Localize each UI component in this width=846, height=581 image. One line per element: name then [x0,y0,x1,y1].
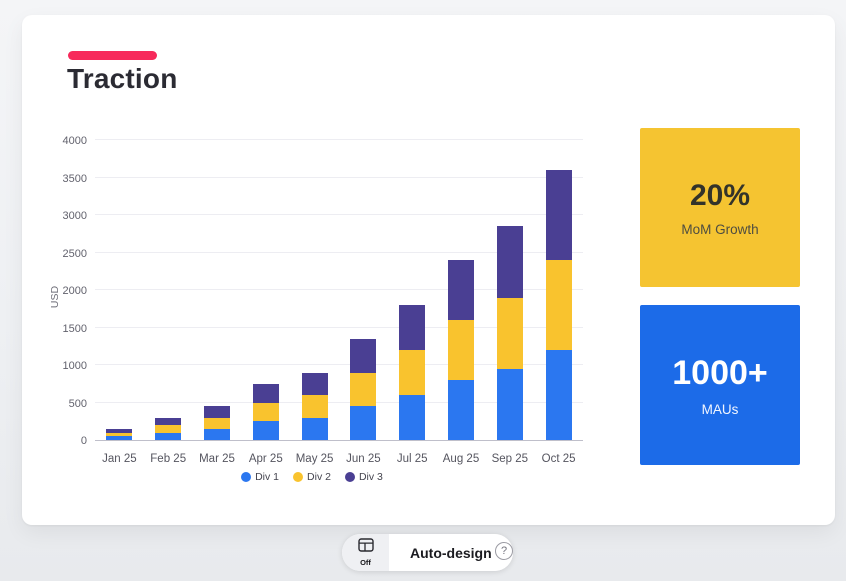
legend-item: Div 2 [293,471,331,483]
legend-item: Div 1 [241,471,279,483]
x-tick-label: Jun 25 [346,453,381,465]
grid-line [95,139,583,140]
bar-segment-div-1 [301,417,328,440]
bar-feb-25 [144,141,193,440]
legend-label: Div 2 [307,471,331,483]
bar-mar-25 [193,141,242,440]
y-tick-label: 0 [80,435,87,447]
x-tick-label: Jan 25 [102,453,137,465]
bar-segment-div-1 [447,380,474,440]
bar-segment-div-1 [155,432,182,440]
bar-segment-div-2 [203,417,230,429]
bar-segment-div-3 [106,428,133,433]
bar-segment-div-1 [106,436,133,440]
bar-segment-div-3 [447,260,474,320]
title-accent-bar[interactable] [68,51,157,60]
bar-segment-div-2 [106,432,133,437]
bar-segment-div-1 [399,395,426,440]
bar-segment-div-2 [545,260,572,350]
y-tick-label: 3000 [62,210,87,222]
stat-value: 20% [689,178,751,212]
page-title[interactable]: Traction [67,63,178,94]
y-tick-label: 3500 [62,172,87,185]
x-tick-label: Jul 25 [396,453,428,465]
bar-segment-div-1 [350,406,377,440]
question-mark-icon: ? [500,545,508,557]
stat-value: 1000+ [672,353,768,392]
bar-segment-div-2 [252,402,279,422]
x-tick-label: Sep 25 [491,453,529,465]
bar-segment-div-1 [203,428,230,440]
x-tick-label: Mar 25 [199,453,235,465]
legend-item: Div 3 [344,471,383,483]
bar-jun-25 [339,141,388,440]
bar-segment-div-3 [203,406,230,418]
bar-apr-25 [241,141,290,440]
bar-segment-div-2 [447,320,474,380]
bar-segment-div-2 [350,372,377,407]
help-button[interactable]: ? [495,542,513,560]
legend-swatch [241,472,252,482]
bar-segment-div-2 [496,297,523,369]
bar-segment-div-1 [545,350,572,440]
grid-line [95,176,583,178]
bar-sep-25 [485,141,534,440]
auto-design-off-toggle[interactable]: Off [342,534,389,571]
x-tick-label: May 25 [295,453,334,465]
chart-legend: Div 1 Div 2 Div 3 [32,471,592,483]
x-tick-label: Aug 25 [442,453,480,465]
grid-line [95,251,583,253]
stat-card-growth[interactable]: 20% MoM Growth [640,128,800,287]
auto-design-button[interactable]: Auto-design [389,534,513,571]
legend-label: Div 3 [358,471,383,483]
bar-segment-div-2 [301,395,328,418]
bar-segment-div-2 [155,425,182,433]
bar-segment-div-2 [399,350,426,395]
x-tick-label: Feb 25 [150,453,187,465]
bar-segment-div-3 [350,338,377,373]
y-tick-label: 4000 [62,135,87,147]
bar-segment-div-3 [301,372,328,395]
y-tick-label: 500 [68,397,87,410]
y-tick-label: 1000 [62,360,87,372]
grid-line [95,364,583,365]
legend-swatch [344,472,355,482]
bar-jan-25 [95,141,144,440]
stat-label: MAUs [701,401,739,417]
y-tick-label: 2000 [62,285,87,297]
y-axis-ticks: 0 500 1000 1500 2000 2500 3000 3500 4000 [22,135,87,447]
bar-aug-25 [437,141,486,440]
traction-chart[interactable]: USD 0 500 1000 1500 2000 2500 3000 3500 4000 Jan… [22,125,622,505]
stat-card-maus[interactable]: 1000+ MAUs [640,305,800,465]
bar-segment-div-3 [155,417,182,425]
x-tick-label: Apr 25 [248,453,283,465]
grid-line [95,326,583,328]
bar-segment-div-3 [496,226,523,298]
bar-segment-div-3 [545,170,572,260]
legend-swatch [293,472,304,482]
x-tick-label: Oct 25 [541,453,576,465]
x-axis-labels: Jan 25 Feb 25 Mar 25 Apr 25 May 25 Jun 25 Jul … [95,453,583,469]
chart-plot [95,139,583,441]
toggle-state-label: Off [360,558,371,567]
legend-label: Div 1 [255,471,280,483]
bar-segment-div-1 [252,421,279,440]
bar-oct-25 [534,141,583,440]
grid-line [95,214,583,215]
bar-may-25 [290,141,339,440]
auto-design-toggle[interactable]: Off Auto-design [342,534,513,571]
y-tick-label: 2500 [62,247,87,260]
grid-line [95,289,583,290]
slide-canvas[interactable]: Traction USD 0 500 1000 1500 2000 2500 3000 350… [22,15,835,525]
bar-jul-25 [388,141,437,440]
bar-segment-div-1 [496,368,523,440]
grid-line [95,401,583,403]
bar-segment-div-3 [399,305,426,350]
bar-segment-div-3 [252,383,279,403]
y-tick-label: 1500 [62,322,87,335]
layout-grid-icon [357,538,374,557]
stat-label: MoM Growth [681,221,759,237]
